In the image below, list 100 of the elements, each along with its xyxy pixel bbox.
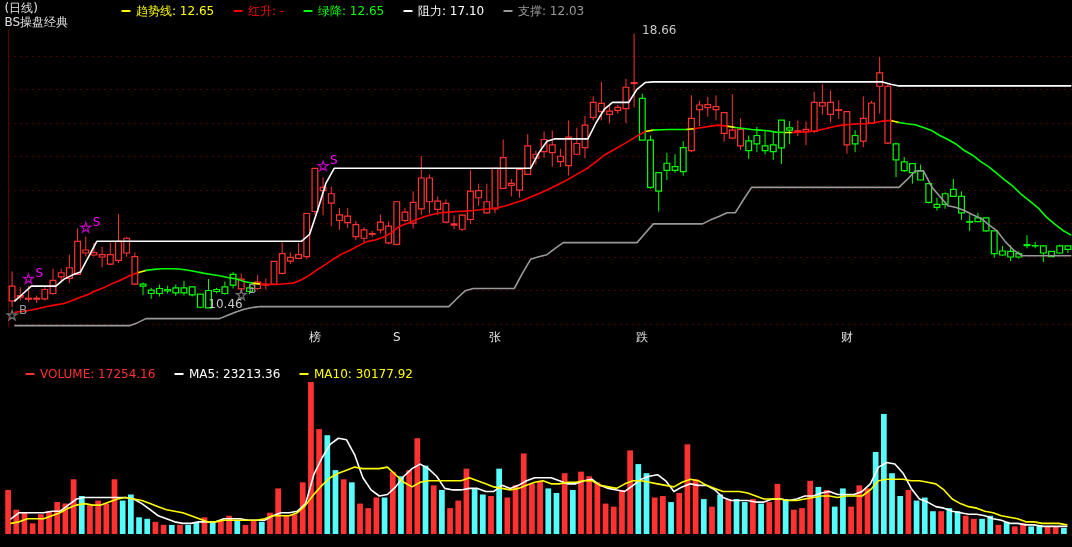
candlestick: [1023, 234, 1031, 249]
bar: [316, 429, 322, 534]
bar: [357, 503, 363, 534]
bar: [1061, 527, 1067, 534]
bar: [766, 502, 773, 534]
bar: [741, 502, 748, 534]
bar: [398, 476, 404, 534]
bar: [700, 499, 707, 534]
bar: [660, 496, 666, 534]
bar: [725, 499, 732, 534]
bar: [128, 494, 134, 534]
bar: [78, 496, 85, 534]
bar: [619, 489, 625, 534]
bar: [840, 488, 846, 534]
x-tick-label: S: [392, 329, 401, 344]
bar: [414, 438, 421, 534]
bar: [406, 470, 412, 534]
bar: [856, 485, 863, 534]
bar: [496, 468, 503, 534]
bar: [569, 489, 576, 534]
bar: [87, 505, 93, 534]
bar: [348, 482, 355, 534]
bar: [308, 382, 314, 534]
bar: [987, 515, 994, 534]
bar: [627, 450, 633, 534]
candlestick: [892, 142, 900, 178]
bar: [717, 494, 724, 534]
bar: [921, 497, 928, 534]
bar: [971, 518, 977, 534]
bar: [889, 473, 895, 534]
bar: [365, 508, 372, 534]
bar: [340, 479, 347, 534]
bar: [258, 521, 265, 534]
bar: [790, 509, 797, 534]
bar: [545, 488, 552, 534]
legend-label: 支撑: 12.03: [518, 4, 585, 18]
point: [317, 160, 329, 172]
candlestick: [90, 242, 98, 257]
bar: [831, 506, 838, 534]
bar: [561, 473, 568, 534]
legend-label: VOLUME: 17254.16: [40, 367, 156, 381]
bar: [938, 511, 944, 534]
bar: [897, 496, 904, 534]
point: [22, 273, 35, 285]
bar: [504, 497, 511, 534]
bar: [758, 503, 764, 534]
bar: [750, 499, 756, 534]
bar: [520, 453, 527, 534]
point: [235, 289, 247, 301]
bar: [979, 518, 985, 534]
point: [6, 309, 18, 321]
bar: [962, 515, 969, 534]
bar: [848, 506, 854, 534]
bar: [37, 514, 44, 534]
text: S: [330, 153, 338, 168]
bar: [177, 524, 183, 534]
bar: [651, 497, 658, 534]
text: S: [35, 266, 44, 281]
bar: [119, 500, 126, 534]
x-tick-label: 张: [488, 329, 501, 344]
candlestick: [352, 220, 360, 241]
bar: [880, 413, 887, 534]
legend-label: 阻力: 17.10: [418, 4, 485, 18]
bar: [668, 502, 674, 534]
bar: [447, 508, 453, 534]
series-label: S: [92, 214, 101, 229]
bar: [185, 524, 192, 534]
bar: [136, 517, 142, 534]
bar: [299, 482, 306, 534]
chart-subtitle: BS操盘经典: [4, 15, 69, 29]
bar: [635, 464, 642, 534]
bar: [1028, 526, 1035, 534]
bar: [529, 483, 535, 534]
bar: [455, 500, 462, 534]
bar: [807, 480, 814, 534]
bar: [537, 480, 543, 534]
bar: [275, 488, 282, 534]
legend-label: 绿降: 12.65: [318, 4, 385, 18]
bar: [5, 489, 11, 534]
bar: [1011, 526, 1018, 534]
legend-label: MA5: 23213.36: [189, 367, 281, 381]
x-tick-label: 跌: [636, 329, 649, 344]
candlestick: [581, 115, 589, 159]
bar: [430, 485, 437, 534]
bar: [209, 521, 216, 534]
bar: [144, 518, 151, 534]
candlestick: [933, 197, 941, 211]
bar: [479, 494, 486, 534]
bar: [389, 471, 396, 534]
bar: [610, 506, 617, 534]
chart-title: (日线): [4, 1, 38, 15]
bar: [234, 520, 241, 534]
bar: [872, 451, 879, 534]
bar: [946, 508, 953, 534]
bar: [578, 471, 584, 534]
bar: [676, 492, 683, 534]
bar: [95, 500, 101, 534]
bar: [709, 506, 715, 534]
legend-label: 红升: -: [248, 4, 285, 18]
bar: [799, 508, 805, 534]
